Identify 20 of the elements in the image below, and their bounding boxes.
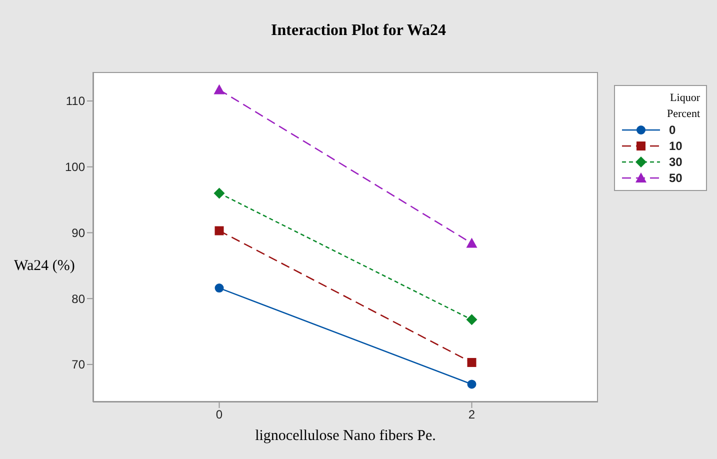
legend-label: 10: [669, 139, 682, 153]
point: [214, 284, 224, 293]
legend-label: 0: [669, 123, 676, 137]
y-tick-label: 110: [66, 94, 86, 108]
point: [214, 226, 224, 236]
y-tick-label: 70: [72, 358, 86, 372]
y-axis-title: Wa24 (%): [14, 258, 75, 275]
legend-title: Liquor Percent: [666, 91, 700, 122]
x-axis-title: lignocellulose Nano fibers Pe.: [254, 428, 437, 445]
point: [466, 314, 478, 326]
legend-label: 50: [669, 171, 682, 185]
chart-title: Interaction Plot for Wa24: [270, 22, 447, 40]
point: [214, 188, 225, 199]
point: [467, 380, 476, 389]
y-tick-label: 90: [72, 226, 86, 240]
y-tick-label: 100: [64, 160, 86, 174]
x-tick-label: 2: [468, 408, 476, 422]
legend-label: 30: [669, 155, 682, 169]
y-tick-label: 80: [72, 292, 86, 306]
point: [467, 358, 476, 367]
